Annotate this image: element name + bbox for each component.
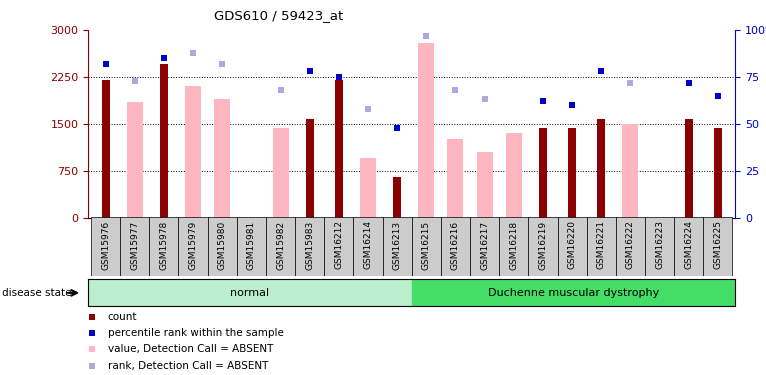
Text: GSM15976: GSM15976 [101,220,110,270]
Bar [382,217,411,276]
Bar [558,217,587,276]
Text: GSM15980: GSM15980 [218,220,227,270]
Text: GSM15977: GSM15977 [130,220,139,270]
Bar [476,152,493,217]
Text: GSM15981: GSM15981 [247,220,256,270]
Text: GSM16217: GSM16217 [480,220,489,270]
Text: count: count [107,312,137,322]
Text: GSM15983: GSM15983 [305,220,314,270]
Bar [568,128,576,217]
Bar [214,99,231,218]
Text: GSM15982: GSM15982 [276,220,285,270]
Bar [120,217,149,276]
Text: GSM16223: GSM16223 [655,220,664,269]
Bar [499,217,529,276]
Text: Duchenne muscular dystrophy: Duchenne muscular dystrophy [488,288,660,298]
Text: GSM16215: GSM16215 [422,220,430,270]
Bar [185,86,201,218]
Bar [149,217,178,276]
Text: GDS610 / 59423_at: GDS610 / 59423_at [214,9,344,22]
Text: GSM16213: GSM16213 [393,220,401,270]
Bar [538,128,547,217]
Text: value, Detection Call = ABSENT: value, Detection Call = ABSENT [107,344,273,354]
Bar [506,133,522,218]
Text: GSM16224: GSM16224 [684,220,693,269]
Text: GSM15978: GSM15978 [159,220,169,270]
Bar [273,128,289,217]
Text: GSM16222: GSM16222 [626,220,635,269]
Bar [295,217,324,276]
Text: GSM16225: GSM16225 [713,220,722,269]
Bar [353,217,382,276]
Text: GSM16221: GSM16221 [597,220,606,269]
Text: GSM16218: GSM16218 [509,220,519,270]
Bar [360,158,376,218]
Bar [645,217,674,276]
Bar [324,217,353,276]
Bar [616,217,645,276]
Bar [126,102,142,218]
Bar [418,42,434,218]
Bar [411,217,441,276]
Bar [623,124,638,218]
Bar [674,217,703,276]
Bar [102,80,110,218]
Text: GSM16212: GSM16212 [334,220,343,269]
Bar [529,217,558,276]
Bar [160,64,168,218]
Bar [441,217,470,276]
Text: percentile rank within the sample: percentile rank within the sample [107,328,283,338]
Text: disease state: disease state [2,288,71,298]
Text: GSM16220: GSM16220 [568,220,577,269]
Bar [714,128,722,217]
Text: GSM15979: GSM15979 [188,220,198,270]
Bar [703,217,732,276]
Bar [178,217,208,276]
Bar [91,217,120,276]
Text: GSM16216: GSM16216 [451,220,460,270]
Bar [208,217,237,276]
Bar [587,217,616,276]
Bar [306,119,314,218]
Text: GSM16214: GSM16214 [364,220,372,269]
Bar [447,140,463,218]
Text: rank, Detection Call = ABSENT: rank, Detection Call = ABSENT [107,361,268,371]
Bar [470,217,499,276]
Bar [237,217,266,276]
Bar [393,177,401,218]
Text: GSM16219: GSM16219 [538,220,548,270]
Bar [266,217,295,276]
Text: normal: normal [231,288,270,298]
Bar [335,80,343,218]
Bar [685,119,692,218]
Bar [597,119,605,218]
